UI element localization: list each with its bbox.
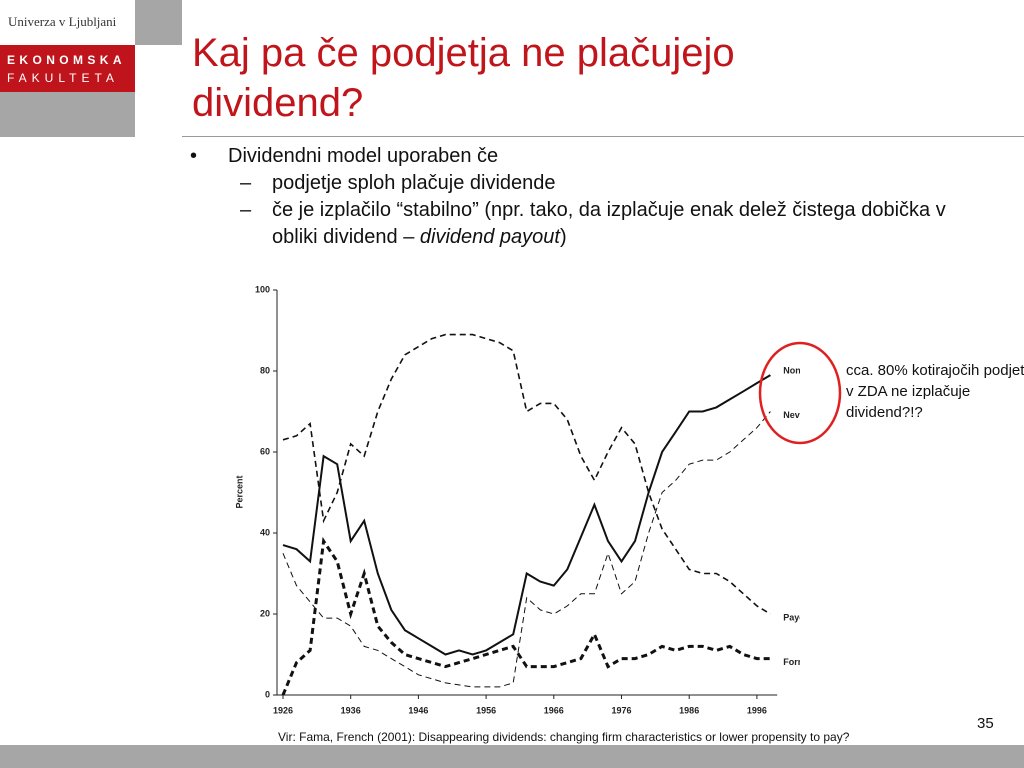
y-tick-label: 60 — [260, 446, 270, 456]
footer-bar — [0, 745, 1024, 768]
x-tick-label: 1976 — [611, 705, 631, 715]
bullet-marker: • — [190, 145, 198, 167]
bullet-text: če je izplačilo “stabilno” (npr. tako, d… — [272, 199, 946, 248]
x-tick-label: 1926 — [273, 705, 293, 715]
bullet-list: • Dividendni model uporaben če – podjetje s… — [190, 143, 970, 251]
bullet-marker: – — [240, 172, 252, 194]
series-line — [282, 411, 771, 688]
highlight-ellipse — [758, 341, 842, 445]
bullet-marker: – — [240, 199, 252, 221]
bullet-text: Dividendni model uporaben če — [228, 145, 499, 167]
series-label: Non-Payers — [783, 365, 800, 375]
series-line — [281, 536, 771, 696]
x-tick-label: 1966 — [544, 705, 564, 715]
x-tick-label: 1956 — [476, 705, 496, 715]
faculty-line: EKONOMSKA — [7, 53, 126, 67]
highlight-svg — [758, 341, 842, 445]
y-tick-label: 20 — [260, 608, 270, 618]
page-number: 35 — [977, 715, 994, 732]
series-label: Never Paid — [783, 410, 800, 420]
y-tick-label: 100 — [255, 284, 270, 294]
chart: 0 20 40 60 80 100 1926 1936 1946 1956 1966 1976 1986… — [234, 284, 800, 737]
series-label: Former Payers — [783, 657, 800, 667]
y-tick-label: 40 — [260, 527, 270, 537]
series-line — [282, 333, 771, 615]
bullet-item: – podjetje sploh plačuje dividende — [190, 170, 970, 197]
logo-block — [135, 0, 182, 45]
source-backdrop — [236, 728, 976, 744]
y-tick-label: 80 — [260, 365, 270, 375]
bullet-item: – če je izplačilo “stabilno” (npr. tako, … — [190, 197, 970, 251]
x-tick-label: 1986 — [679, 705, 699, 715]
series-line — [282, 374, 771, 656]
y-tick-label: 0 — [265, 689, 270, 699]
source-note: Vir: Fama, French (2001): Disappearing d… — [278, 730, 850, 744]
y-axis-label: Percent — [234, 475, 244, 508]
bullet-text: ) — [559, 226, 567, 248]
x-tick-label: 1946 — [408, 705, 428, 715]
slide-title: Kaj pa če podjetja ne plačujejo dividend… — [192, 31, 735, 125]
bullet-text: podjetje sploh plačuje dividende — [272, 172, 556, 194]
university-name: Univerza v Ljubljani — [8, 14, 117, 29]
bullet-text: dividend payout — [419, 226, 560, 248]
logo-block — [0, 92, 135, 137]
x-tick-label: 1936 — [341, 705, 361, 715]
series-label: Payers — [783, 612, 800, 622]
x-tick-label: 1996 — [747, 705, 767, 715]
title-rule — [182, 136, 1024, 137]
bullet-item: • Dividendni model uporaben če — [190, 143, 970, 170]
annotation: cca. 80% kotirajočih podjetij v ZDA ne i… — [846, 362, 1024, 421]
logo-band: EKONOMSKA FAKULTETA — [0, 45, 135, 92]
faculty-line: FAKULTETA — [7, 71, 119, 85]
